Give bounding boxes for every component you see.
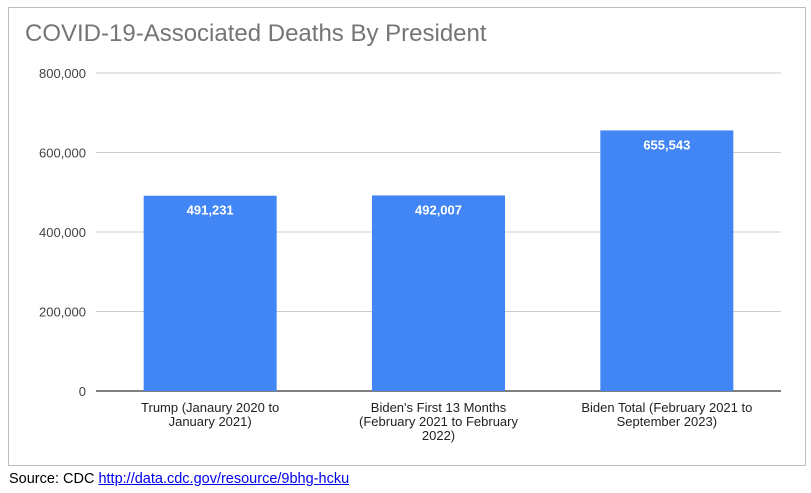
x-category-label: Biden Total (February 2021 to September 2…	[581, 400, 752, 429]
y-tick-label: 0	[79, 384, 86, 399]
x-category-label-line: Trump (Janaury 2020 to	[141, 400, 279, 415]
bar	[143, 195, 277, 391]
bar	[600, 130, 734, 391]
y-tick-label: 600,000	[39, 146, 86, 161]
source-prefix: Source: CDC	[9, 471, 95, 487]
data-label: 655,543	[643, 137, 690, 152]
x-category-label-line: (February 2021 to February	[359, 414, 518, 429]
bar	[372, 195, 505, 391]
x-category-label-line: January 2021)	[169, 414, 252, 429]
x-category-label-line: Biden Total (February 2021 to	[581, 400, 752, 415]
x-category-label-line: 2022)	[422, 428, 455, 443]
chart-title: COVID-19-Associated Deaths By President	[25, 20, 487, 47]
x-category-label: Biden's First 13 Months (February 2021 to…	[359, 400, 518, 443]
x-category-label-line: September 2023)	[617, 414, 717, 429]
data-label: 492,007	[415, 202, 462, 217]
data-label: 491,231	[187, 203, 234, 218]
x-category-label: Trump (Janaury 2020 to January 2021)	[141, 400, 279, 429]
source-link[interactable]: http://data.cdc.gov/resource/9bhg-hcku	[98, 471, 350, 487]
y-tick-label: 200,000	[39, 305, 86, 320]
source-line: Source: CDC http://data.cdc.gov/resource…	[9, 471, 349, 487]
bar-chart: 0 200,000 400,000 600,000 800,000 491,231 Trum…	[39, 66, 781, 443]
x-category-label-line: Biden's First 13 Months	[371, 400, 507, 415]
y-tick-label: 800,000	[39, 66, 86, 81]
y-tick-label: 400,000	[39, 225, 86, 240]
